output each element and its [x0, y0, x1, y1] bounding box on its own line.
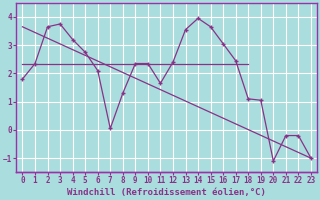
X-axis label: Windchill (Refroidissement éolien,°C): Windchill (Refroidissement éolien,°C): [67, 188, 266, 197]
